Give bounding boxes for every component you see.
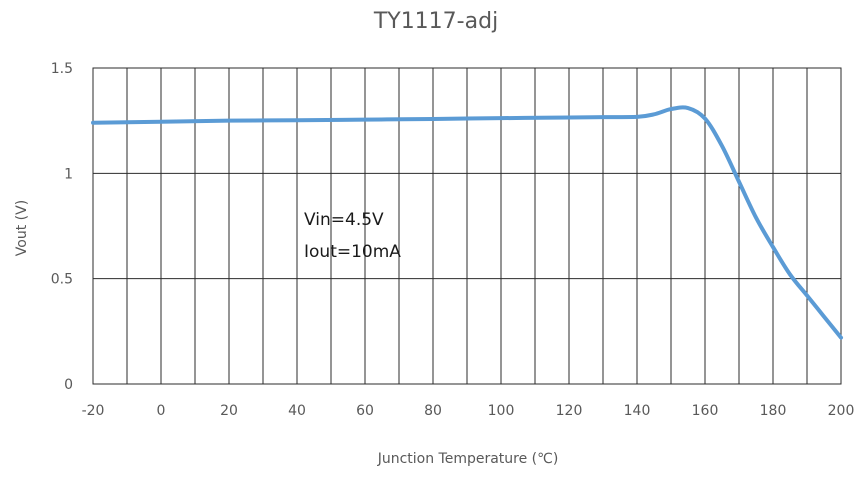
x-axis-ticks: -20 0 20 40 60 80 100 120 140 160 180 200 (82, 403, 855, 419)
x-tick-label: 80 (424, 403, 442, 419)
x-tick-label: 40 (288, 403, 306, 419)
x-tick-label: 20 (220, 403, 238, 419)
series-layer (91, 105, 843, 340)
annotation-iout: Iout=10mA (304, 242, 401, 262)
x-tick-label: 100 (488, 403, 515, 419)
x-tick-label: 0 (157, 403, 166, 419)
grid (92, 67, 842, 385)
x-tick-label: 200 (828, 403, 855, 419)
x-tick-label: 180 (760, 403, 787, 419)
y-tick-label: 1 (64, 166, 73, 182)
x-tick-label: 60 (356, 403, 374, 419)
x-tick-label: -20 (82, 403, 105, 419)
y-tick-label: 0 (64, 377, 73, 393)
y-axis-ticks: 0 0.5 1 1.5 (51, 61, 73, 393)
y-tick-label: 0.5 (51, 272, 73, 288)
series-line-0 (91, 105, 843, 340)
annotation-vin: Vin=4.5V (304, 210, 384, 230)
x-tick-label: 120 (556, 403, 583, 419)
chart-title: TY1117-adj (373, 9, 498, 34)
y-axis-label: Vout (V) (14, 200, 30, 256)
plot-area-frame (92, 67, 842, 385)
x-tick-label: 140 (624, 403, 651, 419)
x-axis-label: Junction Temperature (℃) (377, 451, 559, 467)
x-tick-label: 160 (692, 403, 719, 419)
y-tick-label: 1.5 (51, 61, 73, 77)
